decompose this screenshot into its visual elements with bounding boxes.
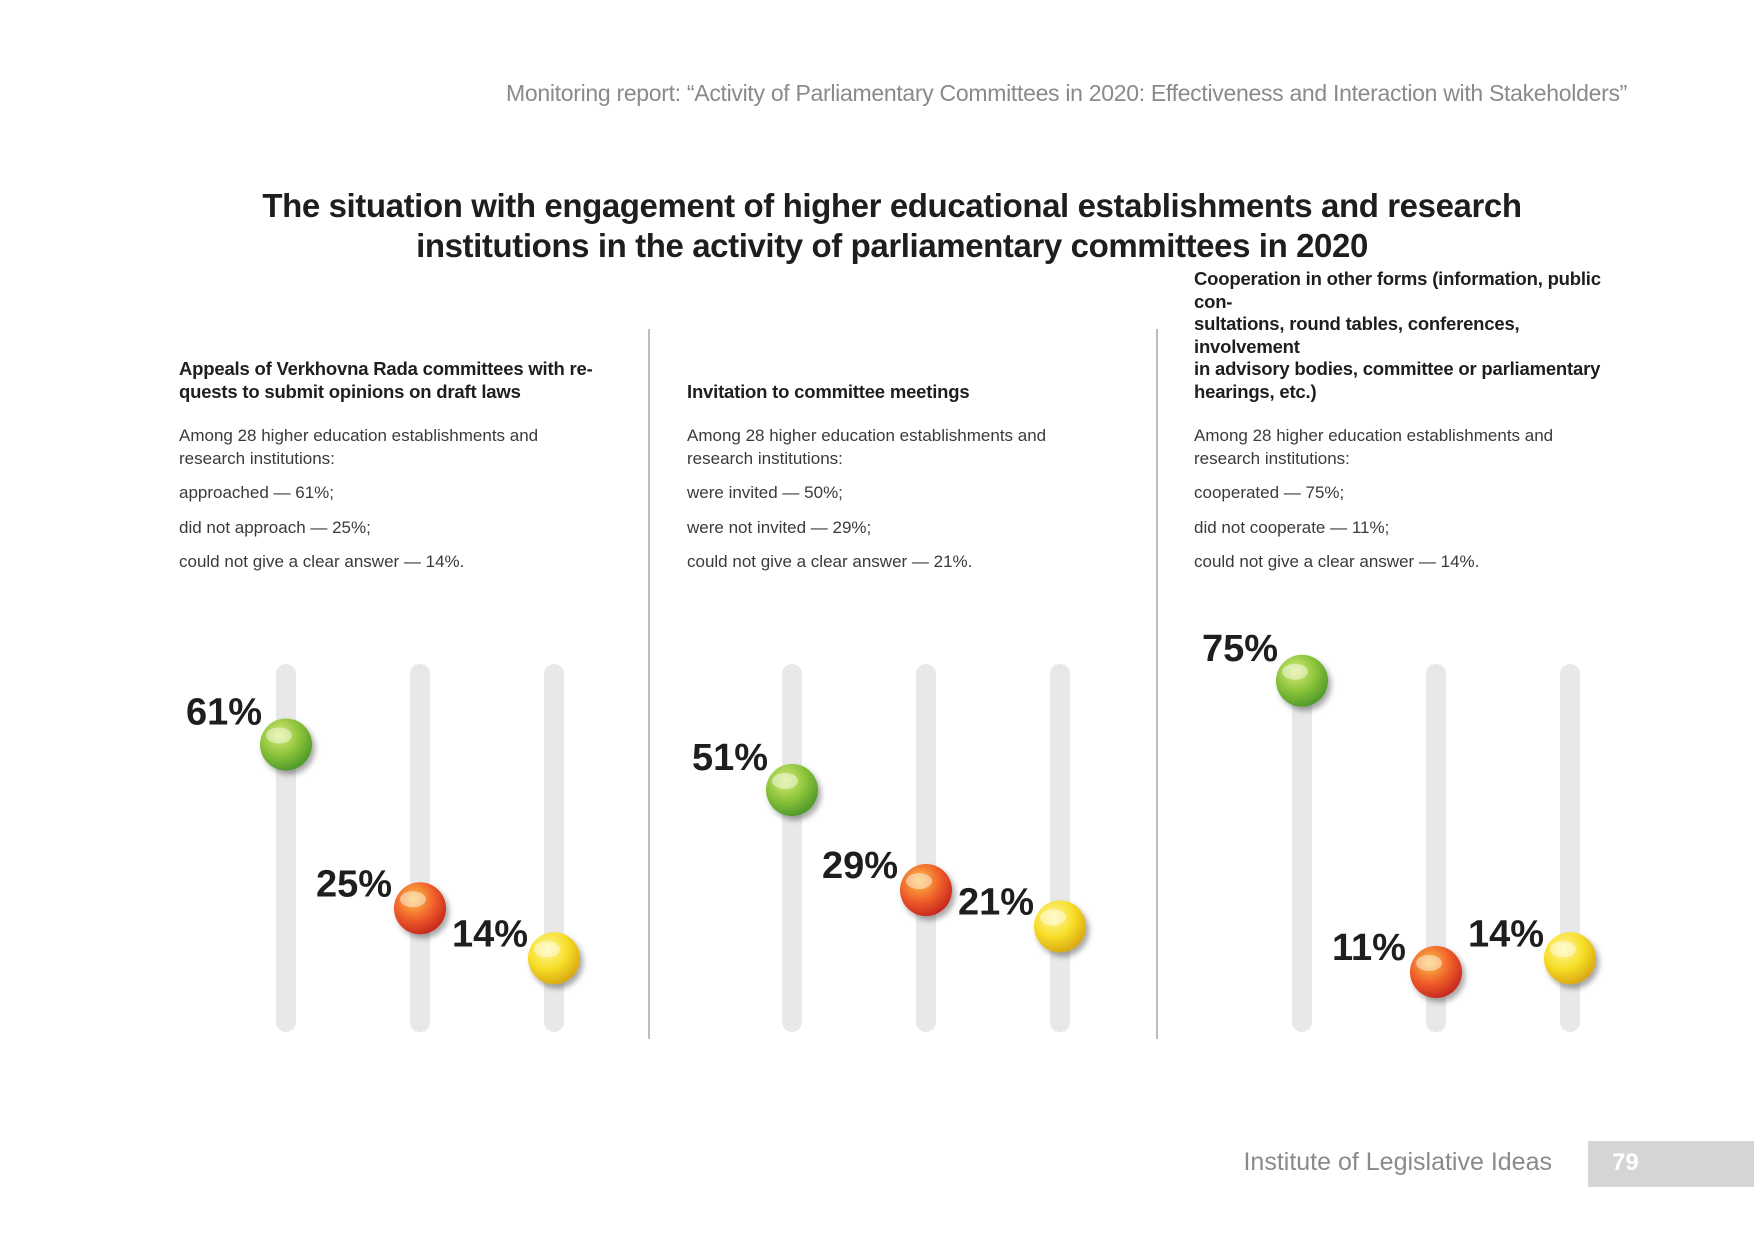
value-label-secondary: 11% [1332,927,1406,969]
panel-stat-line: could not give a clear answer — 14%. [179,552,465,571]
panel-stat-line: were not invited — 29%; [687,517,872,537]
panel-stat-line: approached — 61%; [179,483,334,502]
page-number: 79 [1612,1149,1639,1176]
value-label-secondary: 25% [316,863,392,905]
panel-appeals: Appeals of Verkhovna Rada committees wit… [179,300,599,574]
footer-organization: Institute of Legislative Ideas [1243,1148,1552,1176]
panel-intro: Among 28 higher education establishments… [179,426,539,468]
slider-knob-tertiary [1544,932,1596,985]
panel-heading-line: Appeals of Verkhovna Rada committees wit… [179,358,593,379]
slider-chart-2: 51% 29% 21% [692,664,1086,1032]
panel-heading: Cooperation in other forms (information,… [1194,268,1614,403]
panel-invitations: Invitation to committee meetings Among 2… [687,300,1107,574]
slider-knob-secondary [394,882,446,935]
page-number-box: 79 [1588,1141,1754,1187]
knob-highlight [772,772,798,789]
panel-cooperation: Cooperation in other forms (information,… [1194,268,1614,574]
panel-stat-line: could not give a clear answer — 14%. [1194,552,1480,571]
report-header: Monitoring report: “Activity of Parliame… [505,80,1627,106]
value-label-primary: 75% [1202,628,1278,670]
panel-stat-line: did not cooperate — 11%; [1194,517,1390,537]
slider-chart-3: 75% 11% 14% [1202,628,1596,1032]
knob-highlight [266,727,292,744]
panel-divider-1 [648,329,650,1039]
panel-intro: Among 28 higher education establishments… [687,426,1047,468]
slider-knob-secondary [1410,945,1462,998]
panel-heading-line: Invitation to committee meetings [687,380,970,402]
panel-heading-line: hearings, etc.) [1194,380,1317,402]
value-label-secondary: 29% [822,845,898,887]
page-title-line-1: The situation with engagement of higher … [262,187,1522,224]
panel-heading: Appeals of Verkhovna Rada committees wit… [179,300,599,403]
slider-knob-primary [766,763,818,816]
value-label-tertiary: 14% [452,913,528,955]
slider-knob-tertiary [1034,900,1086,953]
panel-stat-line: could not give a clear answer — 21%. [687,552,973,571]
page-title-line-2: institutions in the activity of parliame… [416,227,1368,264]
value-label-primary: 61% [186,691,262,733]
value-label-primary: 51% [692,737,768,779]
knob-highlight [906,873,932,890]
value-label-tertiary: 14% [1468,913,1544,955]
panel-divider-2 [1156,329,1158,1039]
panel-heading-line: quests to submit opinions on draft laws [179,380,521,402]
panel-stat-line: were invited — 50%; [687,483,843,502]
value-label-tertiary: 21% [958,881,1034,923]
panel-heading-line: sultations, round tables, conferences, i… [1194,313,1520,357]
page-title: The situation with engagement of higher … [160,186,1624,266]
panel-heading-line: in advisory bodies, committee or parliam… [1194,358,1601,379]
panel-stat-line: did not approach — 25%; [179,517,371,537]
knob-highlight [1550,941,1576,958]
panel-heading: Invitation to committee meetings [687,300,1107,403]
slider-knob-primary [260,718,312,771]
knob-highlight [1040,909,1066,926]
slider-knob-secondary [900,864,952,917]
knob-highlight [1282,663,1308,680]
panel-heading-line: Cooperation in other forms (information,… [1194,268,1601,312]
slider-chart-1: 61% 25% 14% [186,664,580,1032]
slider-knob-primary [1276,654,1328,707]
knob-highlight [400,891,426,908]
panel-intro: Among 28 higher education establishments… [1194,426,1554,468]
panel-stat-line: cooperated — 75%; [1194,483,1345,502]
knob-highlight [1416,954,1442,971]
slider-knob-tertiary [528,932,580,985]
knob-highlight [534,941,560,958]
